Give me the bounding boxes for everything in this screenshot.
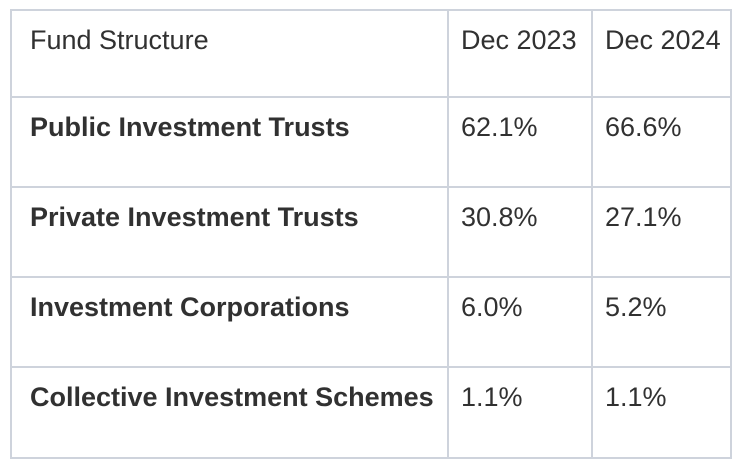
table-body: Public Investment Trusts 62.1% 66.6% Pri…: [10, 96, 732, 459]
value-cell: 1.1%: [591, 366, 732, 459]
header-cell-dec-2023: Dec 2023: [447, 9, 593, 98]
header-cell-fund-structure: Fund Structure: [10, 9, 449, 98]
fund-structure-table: Fund Structure Dec 2023 Dec 2024 Public …: [10, 9, 732, 459]
value-cell: 6.0%: [447, 276, 593, 368]
fund-structure-table-container: Fund Structure Dec 2023 Dec 2024 Public …: [10, 9, 732, 459]
value-cell: 5.2%: [591, 276, 732, 368]
value-cell: 27.1%: [591, 186, 732, 278]
table-header: Fund Structure Dec 2023 Dec 2024: [10, 9, 732, 98]
row-label-collective-investment-schemes: Collective Investment Schemes: [10, 366, 449, 459]
row-label-private-investment-trusts: Private Investment Trusts: [10, 186, 449, 278]
value-cell: 1.1%: [447, 366, 593, 459]
header-row: Fund Structure Dec 2023 Dec 2024: [10, 9, 732, 98]
row-label-public-investment-trusts: Public Investment Trusts: [10, 96, 449, 188]
table-row: Investment Corporations 6.0% 5.2%: [10, 276, 732, 368]
header-cell-dec-2024: Dec 2024: [591, 9, 732, 98]
table-row: Private Investment Trusts 30.8% 27.1%: [10, 186, 732, 278]
row-label-investment-corporations: Investment Corporations: [10, 276, 449, 368]
table-row: Public Investment Trusts 62.1% 66.6%: [10, 96, 732, 188]
value-cell: 30.8%: [447, 186, 593, 278]
value-cell: 66.6%: [591, 96, 732, 188]
value-cell: 62.1%: [447, 96, 593, 188]
table-row: Collective Investment Schemes 1.1% 1.1%: [10, 366, 732, 459]
